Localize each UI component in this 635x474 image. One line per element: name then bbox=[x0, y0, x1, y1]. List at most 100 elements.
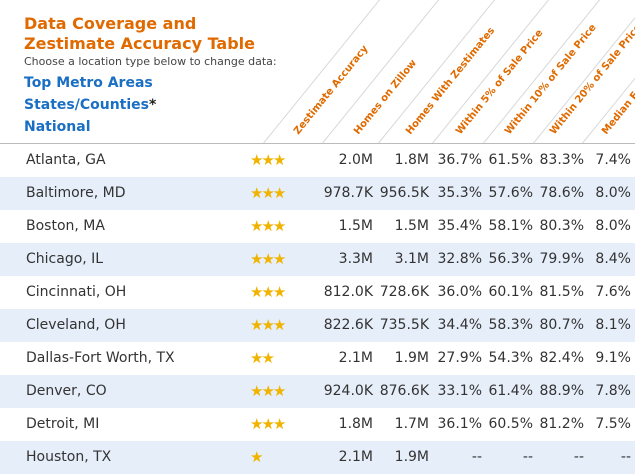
homes-with-zestimates-value: 876.6K bbox=[379, 383, 429, 399]
within-20-value: 78.6% bbox=[539, 185, 584, 201]
median-error-value: 7.5% bbox=[595, 416, 631, 432]
table-row: Denver, CO ★★★ 924.0K 876.6K 33.1% 61.4%… bbox=[0, 375, 635, 408]
location-type-top-metro[interactable]: Top Metro Areas bbox=[24, 75, 153, 91]
within-5-value: 34.4% bbox=[437, 317, 482, 333]
table-row: Detroit, MI ★★★ 1.8M 1.7M 36.1% 60.5% 81… bbox=[0, 408, 635, 441]
within-20-value: 80.3% bbox=[539, 218, 584, 234]
within-5-value: -- bbox=[471, 449, 482, 465]
table-header: Data Coverage and Zestimate Accuracy Tab… bbox=[0, 0, 635, 145]
within-10-value: 54.3% bbox=[488, 350, 533, 366]
median-error-value: 8.4% bbox=[595, 251, 631, 267]
table-row: Chicago, IL ★★★ 3.3M 3.1M 32.8% 56.3% 79… bbox=[0, 243, 635, 276]
zestimate-accuracy-stars: ★★★ bbox=[250, 250, 286, 268]
zestimate-accuracy-stars: ★★★ bbox=[250, 316, 286, 334]
location-type-label: States/Counties bbox=[24, 97, 150, 113]
table-row: Houston, TX ★ 2.1M 1.9M -- -- -- -- bbox=[0, 441, 635, 474]
table-row: Cleveland, OH ★★★ 822.6K 735.5K 34.4% 58… bbox=[0, 309, 635, 342]
zestimate-accuracy-stars: ★★★ bbox=[250, 283, 286, 301]
median-error-value: 8.0% bbox=[595, 185, 631, 201]
homes-on-zillow-value: 978.7K bbox=[323, 185, 373, 201]
table-row: Atlanta, GA ★★★ 2.0M 1.8M 36.7% 61.5% 83… bbox=[0, 144, 635, 177]
table-row: Cincinnati, OH ★★★ 812.0K 728.6K 36.0% 6… bbox=[0, 276, 635, 309]
zestimate-accuracy-stars: ★★★ bbox=[250, 382, 286, 400]
median-error-value: 7.8% bbox=[595, 383, 631, 399]
header-divider bbox=[0, 143, 635, 144]
row-location-link[interactable]: Cincinnati, OH bbox=[26, 284, 127, 300]
within-5-value: 32.8% bbox=[437, 251, 482, 267]
zestimate-accuracy-stars: ★★★ bbox=[250, 184, 286, 202]
location-type-states-counties[interactable]: States/Counties* bbox=[24, 97, 156, 113]
within-10-value: 58.3% bbox=[488, 317, 533, 333]
homes-on-zillow-value: 1.5M bbox=[338, 218, 373, 234]
row-location-link[interactable]: Denver, CO bbox=[26, 383, 107, 399]
median-error-value: -- bbox=[620, 449, 631, 465]
homes-with-zestimates-value: 1.9M bbox=[394, 449, 429, 465]
homes-on-zillow-value: 2.1M bbox=[338, 449, 373, 465]
row-location-link[interactable]: Boston, MA bbox=[26, 218, 105, 234]
within-5-value: 36.0% bbox=[437, 284, 482, 300]
within-10-value: 61.5% bbox=[488, 152, 533, 168]
within-5-value: 27.9% bbox=[437, 350, 482, 366]
homes-with-zestimates-value: 956.5K bbox=[379, 185, 429, 201]
within-10-value: 60.5% bbox=[488, 416, 533, 432]
within-10-value: 60.1% bbox=[488, 284, 533, 300]
homes-with-zestimates-value: 1.5M bbox=[394, 218, 429, 234]
location-type-national[interactable]: National bbox=[24, 119, 91, 135]
within-10-value: -- bbox=[522, 449, 533, 465]
median-error-value: 8.1% bbox=[595, 317, 631, 333]
row-location-link[interactable]: Cleveland, OH bbox=[26, 317, 126, 333]
page-title: Data Coverage and Zestimate Accuracy Tab… bbox=[24, 14, 255, 53]
median-error-value: 7.6% bbox=[595, 284, 631, 300]
asterisk-note: * bbox=[149, 97, 157, 113]
row-location-link[interactable]: Houston, TX bbox=[26, 449, 112, 465]
within-10-value: 58.1% bbox=[488, 218, 533, 234]
within-20-value: 88.9% bbox=[539, 383, 584, 399]
table-row: Dallas-Fort Worth, TX ★★ 2.1M 1.9M 27.9%… bbox=[0, 342, 635, 375]
column-divider bbox=[378, 0, 499, 144]
within-20-value: 83.3% bbox=[539, 152, 584, 168]
homes-with-zestimates-value: 1.7M bbox=[394, 416, 429, 432]
within-5-value: 36.1% bbox=[437, 416, 482, 432]
homes-with-zestimates-value: 728.6K bbox=[379, 284, 429, 300]
homes-on-zillow-value: 2.0M bbox=[338, 152, 373, 168]
zestimate-accuracy-stars: ★★★ bbox=[250, 217, 286, 235]
homes-with-zestimates-value: 1.9M bbox=[394, 350, 429, 366]
row-location-link[interactable]: Chicago, IL bbox=[26, 251, 104, 267]
zestimate-accuracy-stars: ★★★ bbox=[250, 415, 286, 433]
within-20-value: 82.4% bbox=[539, 350, 584, 366]
homes-on-zillow-value: 1.8M bbox=[338, 416, 373, 432]
homes-with-zestimates-value: 1.8M bbox=[394, 152, 429, 168]
homes-on-zillow-value: 3.3M bbox=[338, 251, 373, 267]
within-20-value: -- bbox=[573, 449, 584, 465]
row-location-link[interactable]: Atlanta, GA bbox=[26, 152, 106, 168]
zestimate-accuracy-stars: ★ bbox=[250, 448, 264, 466]
within-5-value: 35.3% bbox=[437, 185, 482, 201]
within-20-value: 81.2% bbox=[539, 416, 584, 432]
within-5-value: 36.7% bbox=[437, 152, 482, 168]
within-10-value: 56.3% bbox=[488, 251, 533, 267]
table-row: Boston, MA ★★★ 1.5M 1.5M 35.4% 58.1% 80.… bbox=[0, 210, 635, 243]
median-error-value: 8.0% bbox=[595, 218, 631, 234]
within-20-value: 79.9% bbox=[539, 251, 584, 267]
within-5-value: 35.4% bbox=[437, 218, 482, 234]
table-row: Baltimore, MD ★★★ 978.7K 956.5K 35.3% 57… bbox=[0, 177, 635, 210]
homes-on-zillow-value: 2.1M bbox=[338, 350, 373, 366]
zestimate-accuracy-stars: ★★ bbox=[250, 349, 275, 367]
within-10-value: 61.4% bbox=[488, 383, 533, 399]
location-type-instructions: Choose a location type below to change d… bbox=[24, 55, 277, 68]
row-location-link[interactable]: Detroit, MI bbox=[26, 416, 100, 432]
zestimate-accuracy-stars: ★★★ bbox=[250, 151, 286, 169]
within-20-value: 80.7% bbox=[539, 317, 584, 333]
homes-with-zestimates-value: 3.1M bbox=[394, 251, 429, 267]
within-20-value: 81.5% bbox=[539, 284, 584, 300]
within-5-value: 33.1% bbox=[437, 383, 482, 399]
within-10-value: 57.6% bbox=[488, 185, 533, 201]
row-location-link[interactable]: Baltimore, MD bbox=[26, 185, 126, 201]
column-header-median-error[interactable]: Median Er bbox=[600, 86, 635, 137]
homes-on-zillow-value: 812.0K bbox=[323, 284, 373, 300]
homes-on-zillow-value: 822.6K bbox=[323, 317, 373, 333]
homes-on-zillow-value: 924.0K bbox=[323, 383, 373, 399]
median-error-value: 9.1% bbox=[595, 350, 631, 366]
homes-with-zestimates-value: 735.5K bbox=[379, 317, 429, 333]
row-location-link[interactable]: Dallas-Fort Worth, TX bbox=[26, 350, 175, 366]
